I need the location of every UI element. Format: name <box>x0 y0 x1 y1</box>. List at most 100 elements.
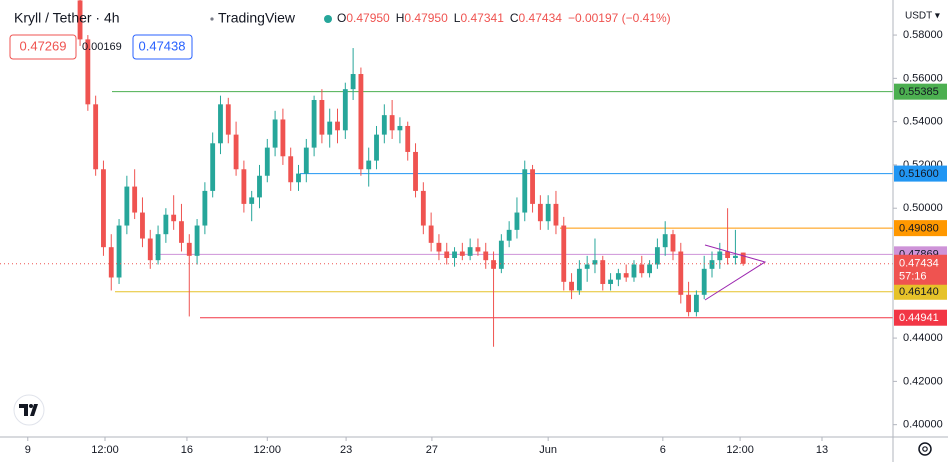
candle-body <box>241 169 247 204</box>
candle-body <box>93 104 99 170</box>
candle-body <box>584 264 590 269</box>
x-tick-label: 16 <box>181 444 193 456</box>
x-tick-label: 12:00 <box>91 444 119 456</box>
candle-body <box>171 214 177 222</box>
ohlc-part: 0.47950 <box>346 11 390 25</box>
x-tick-label: 6 <box>660 444 666 456</box>
ohlc: O0.47950 H0.47950 L0.47341 C0.47434 −0.00197… <box>337 11 671 25</box>
x-tick-label: 12:00 <box>726 444 754 456</box>
buy-box[interactable] <box>132 34 193 60</box>
currency[interactable]: USDT ▾ <box>905 11 940 22</box>
triangle-pattern <box>704 244 767 301</box>
candle-body <box>545 203 551 222</box>
ohlc-part: 0.47341 <box>460 11 504 25</box>
candle-body <box>530 169 535 204</box>
x-tick-label: 23 <box>340 444 352 456</box>
candle-body <box>654 247 660 265</box>
level-label: 0.49080 <box>899 223 939 235</box>
candle-body <box>413 151 418 191</box>
candle-body <box>576 268 582 291</box>
sell-box[interactable] <box>9 34 77 60</box>
candle-body <box>202 190 208 226</box>
candle-body <box>272 119 278 148</box>
status-dot <box>324 15 332 23</box>
candle-body <box>709 260 715 269</box>
candle-body <box>428 225 434 243</box>
candle-body <box>374 134 379 161</box>
candle-body <box>366 160 372 170</box>
x-tick-label: 27 <box>426 444 438 456</box>
candle-body <box>358 74 364 170</box>
ohlc-part: −0.00197 (−0.41%) <box>568 11 671 25</box>
ohlc-part: 0.47950 <box>404 11 448 25</box>
candle-body <box>639 264 645 274</box>
candle-body <box>296 173 301 183</box>
candle-body <box>335 121 340 131</box>
candle-body <box>701 268 707 295</box>
candle-body <box>740 252 746 264</box>
level-label-box <box>894 309 947 326</box>
candle-body <box>303 147 309 174</box>
last-price-box <box>894 254 947 285</box>
candle-body <box>498 240 504 269</box>
candle-body <box>662 234 668 248</box>
candle-body <box>483 251 489 261</box>
spread: 0.00169 <box>82 41 122 53</box>
candle-body <box>670 234 676 252</box>
candle-body <box>467 247 473 256</box>
y-tick-label: 0.44000 <box>903 332 943 344</box>
candle-body <box>319 99 325 135</box>
candle-body <box>600 260 606 284</box>
candle-body <box>693 294 699 313</box>
ohlc-part: O <box>337 11 346 25</box>
level-label-box <box>894 283 947 300</box>
candle-body <box>124 186 130 226</box>
candle-body <box>615 273 621 280</box>
ohlc-part: H <box>396 11 405 25</box>
candle-body <box>397 125 403 131</box>
candle-body <box>218 104 223 144</box>
level-label: 0.44941 <box>899 312 939 324</box>
candle-body <box>553 203 559 226</box>
candle-body <box>155 234 161 261</box>
ohlc-part: 0.47434 <box>519 11 563 25</box>
buy-price[interactable]: 0.47438 <box>139 38 186 53</box>
candle-body <box>186 242 192 256</box>
symbol: Kryll / Tether · 4h <box>14 10 120 26</box>
candle-body <box>514 212 520 230</box>
ohlc-part: L <box>454 11 461 25</box>
candle-body <box>132 186 138 213</box>
candle-body <box>147 238 153 261</box>
candle-body <box>420 190 426 226</box>
candle-body <box>452 251 457 259</box>
candle-body <box>381 115 387 135</box>
x-tick-label: Jun <box>539 444 557 456</box>
candle-body <box>225 104 231 135</box>
candle-body <box>475 247 481 252</box>
y-tick-label: 0.42000 <box>903 375 943 387</box>
logo[interactable] <box>13 394 45 426</box>
candle-body <box>522 169 528 213</box>
level-label: 0.47869 <box>899 249 939 261</box>
settings-gear[interactable] <box>918 442 932 456</box>
level-label: 0.51600 <box>899 168 939 180</box>
candle-body <box>108 247 114 278</box>
candle-body <box>732 255 738 259</box>
candle-body <box>389 115 395 131</box>
candle-body <box>249 197 255 204</box>
candle-body <box>179 221 184 243</box>
last-price-label: 0.47434 <box>899 258 939 270</box>
y-tick-label: 0.50000 <box>903 202 943 214</box>
candle-body <box>623 273 629 278</box>
sell-price[interactable]: 0.47269 <box>20 38 67 53</box>
candle-body <box>678 251 684 295</box>
level-label-box <box>894 165 947 182</box>
candle-body <box>459 251 465 256</box>
candle-body <box>537 203 543 222</box>
candle-body <box>116 225 122 278</box>
candle-body <box>725 251 731 259</box>
candle-body <box>717 251 723 261</box>
y-tick-label: 0.54000 <box>903 116 943 128</box>
x-tick-label: 13 <box>816 444 828 456</box>
candle-body <box>101 169 106 248</box>
